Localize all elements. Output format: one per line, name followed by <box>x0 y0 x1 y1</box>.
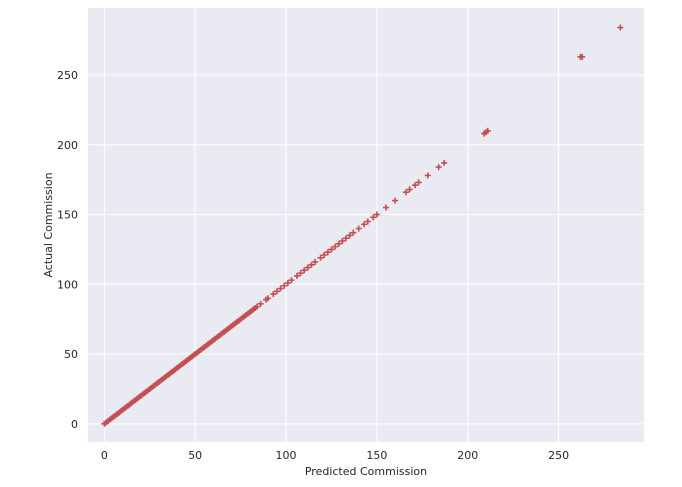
data-point-marker <box>382 204 389 211</box>
x-tick-label: 200 <box>457 449 478 462</box>
data-point-marker <box>277 285 284 292</box>
data-point-marker <box>402 189 409 196</box>
y-tick-label: 100 <box>57 278 78 291</box>
data-point-marker <box>293 272 300 279</box>
data-point-marker <box>361 221 368 228</box>
data-point-marker <box>617 24 624 31</box>
y-tick-label: 50 <box>64 348 78 361</box>
data-point-marker <box>579 53 586 60</box>
y-tick-label: 0 <box>71 418 78 431</box>
y-tick-label: 150 <box>57 209 78 222</box>
data-point-marker <box>370 214 377 221</box>
data-point-marker <box>273 288 280 295</box>
x-tick-label: 50 <box>188 449 202 462</box>
x-axis-ticks: 0 50 100 150 200 250 <box>101 449 569 462</box>
data-point-marker <box>321 252 328 259</box>
data-point-marker <box>288 277 295 284</box>
data-point-marker <box>441 159 448 166</box>
y-axis-ticks: 0 50 100 150 200 250 <box>57 69 78 431</box>
x-tick-label: 150 <box>366 449 387 462</box>
x-tick-label: 100 <box>276 449 297 462</box>
data-point-marker <box>253 303 260 310</box>
y-tick-label: 250 <box>57 69 78 82</box>
data-point-marker <box>257 300 264 307</box>
y-tick-label: 200 <box>57 139 78 152</box>
data-point-marker <box>350 229 357 236</box>
grid-lines <box>88 8 644 442</box>
x-tick-label: 0 <box>101 449 108 462</box>
y-axis-label: Actual Commission <box>42 172 55 277</box>
data-point-marker <box>328 246 335 253</box>
data-point-marker <box>346 232 353 239</box>
data-point-marker <box>304 264 311 271</box>
data-point-marker <box>317 254 324 261</box>
data-point-marker <box>424 172 431 179</box>
data-point-marker <box>284 279 291 286</box>
data-point-marker <box>312 258 319 265</box>
data-point-marker <box>332 243 339 250</box>
data-point-marker <box>435 164 442 171</box>
data-point-marker <box>484 127 491 134</box>
data-point-marker <box>415 179 422 186</box>
data-point-marker <box>301 267 308 274</box>
data-point-marker <box>392 197 399 204</box>
data-point-marker <box>373 211 380 218</box>
data-point-marker <box>343 235 350 242</box>
data-point-marker <box>297 270 304 277</box>
data-point-marker <box>270 291 277 298</box>
data-point-marker <box>412 182 419 189</box>
data-point-marker <box>355 225 362 232</box>
data-point-marker <box>308 261 315 268</box>
data-point-marker <box>335 240 342 247</box>
data-point-marker <box>406 186 413 193</box>
data-point-marker <box>364 218 371 225</box>
data-point-marker <box>324 249 331 256</box>
data-point-marker <box>339 238 346 245</box>
x-axis-label: Predicted Commission <box>305 465 427 478</box>
data-points <box>101 24 624 427</box>
x-tick-label: 250 <box>548 449 569 462</box>
data-point-marker <box>281 282 288 289</box>
data-point-marker <box>264 295 271 302</box>
